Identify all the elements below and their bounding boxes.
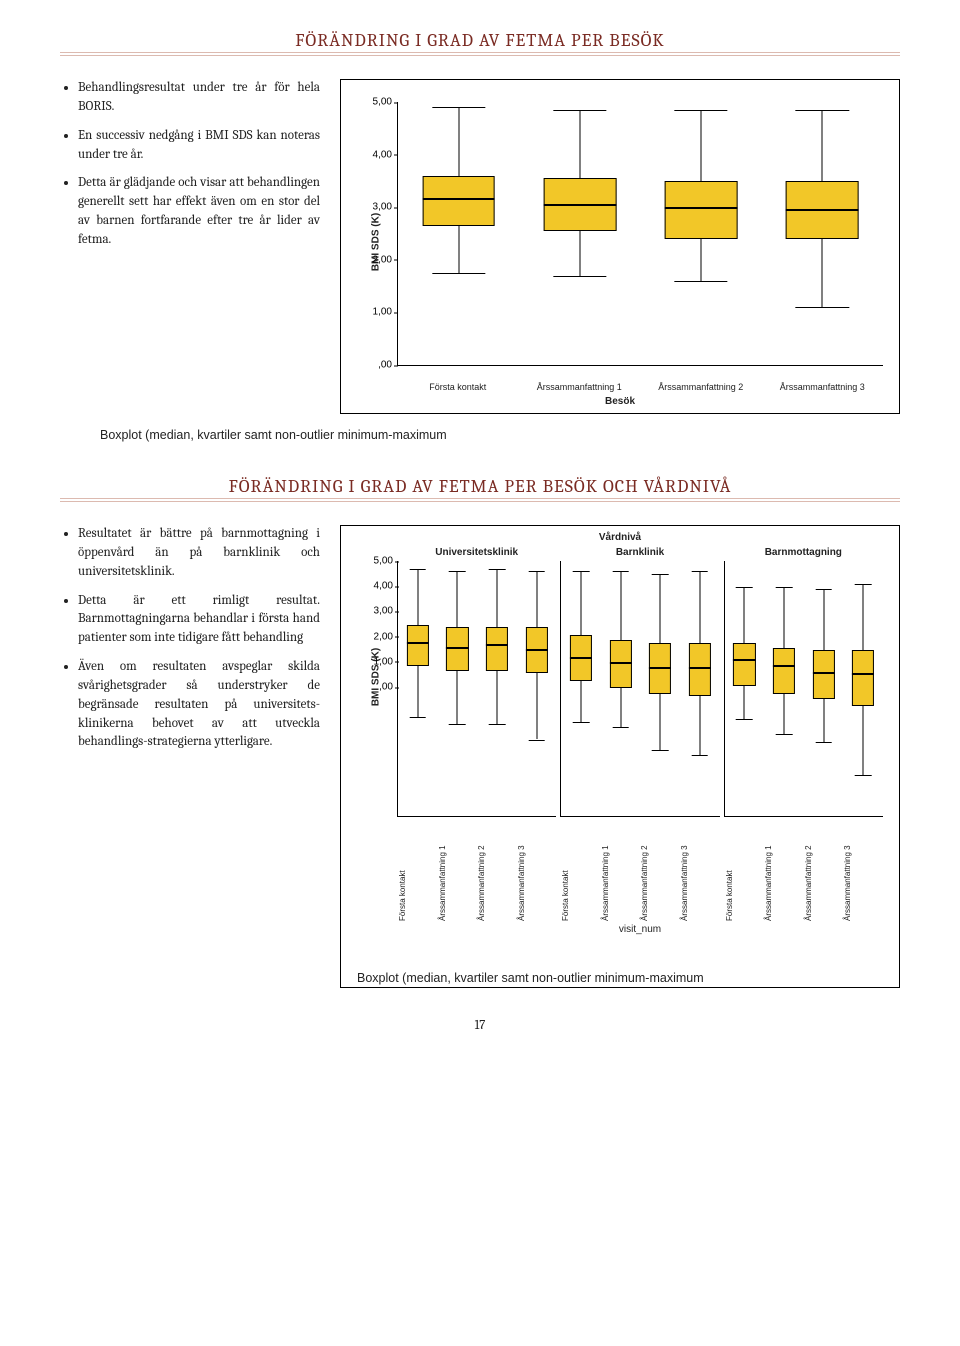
chart2-ytick: ,00 xyxy=(361,682,393,693)
chart2-box xyxy=(601,561,641,816)
chart1-xtick: Årssammanfattning 3 xyxy=(762,382,884,392)
chart1-ytick: 4,00 xyxy=(360,149,392,160)
chart1-xtick: Årssammanfattning 2 xyxy=(640,382,762,392)
chart2-ytick: 4,00 xyxy=(361,581,393,592)
chart2-panel: BarnmottagningFörsta kontaktÅrssammanfat… xyxy=(724,547,883,817)
chart1-box xyxy=(641,102,762,365)
chart1-ytick: ,00 xyxy=(360,360,392,371)
chart1-ytick: 5,00 xyxy=(360,97,392,108)
bullet-item: Behandlingsresultat under tre år för hel… xyxy=(78,79,320,117)
chart2-panel-title: Barnklinik xyxy=(560,547,719,561)
chart2-panel-title: Barnmottagning xyxy=(724,547,883,561)
chart2-xtick: Första kontakt xyxy=(398,821,438,921)
chart2-box xyxy=(640,561,680,816)
chart2-xtick: Årssammanfattning 2 xyxy=(804,821,844,921)
bullet-item: Detta är glädjande och visar att behandl… xyxy=(78,174,320,249)
chart2-ytick: 5,00 xyxy=(361,556,393,567)
chart2-xlabel: visit_num xyxy=(397,924,883,935)
bullet-item: Detta är ett rimligt resultat. Barnmotta… xyxy=(78,592,320,649)
chart1-box xyxy=(398,102,519,365)
bullets-1: Behandlingsresultat under tre år för hel… xyxy=(60,79,320,260)
chart1-box xyxy=(519,102,640,365)
chart2-box xyxy=(725,561,765,816)
chart1-xtick: Första kontakt xyxy=(397,382,519,392)
chart1-xtick: Årssammanfattning 1 xyxy=(519,382,641,392)
chart1-xlabel: Besök xyxy=(347,396,893,407)
chart2-ytick: 2,00 xyxy=(361,631,393,642)
chart2-panel-title: Universitetsklinik xyxy=(397,547,556,561)
chart-2: Vårdnivå BMI SDS (K) ,001,002,003,004,00… xyxy=(340,525,900,988)
section-title-2: FÖRÄNDRING I GRAD AV FETMA PER BESÖK OCH… xyxy=(60,476,900,501)
chart2-xtick: Första kontakt xyxy=(725,821,765,921)
chart2-box xyxy=(517,561,557,816)
chart2-box xyxy=(680,561,720,816)
chart2-panel: UniversitetsklinikFörsta kontaktÅrssamma… xyxy=(397,547,556,817)
section-title-1: FÖRÄNDRING I GRAD AV FETMA PER BESÖK xyxy=(60,30,900,55)
chart-1: BMI SDS (K) ,001,002,003,004,005,00 Förs… xyxy=(340,79,900,414)
bullet-item: Även om resultaten avspeglar skilda svår… xyxy=(78,658,320,752)
chart2-box xyxy=(398,561,438,816)
chart2-xtick: Årssammanfattning 1 xyxy=(764,821,804,921)
chart2-box xyxy=(561,561,601,816)
chart1-box xyxy=(762,102,883,365)
page-number: 17 xyxy=(60,1018,900,1033)
bullets-2: Resultatet är bättre på barnmottagning i… xyxy=(60,525,320,762)
chart2-xtick: Årssammanfattning 1 xyxy=(601,821,641,921)
chart2-xtick: Årssammanfattning 3 xyxy=(517,821,557,921)
chart2-xtick: Årssammanfattning 3 xyxy=(680,821,720,921)
chart2-box xyxy=(477,561,517,816)
chart1-ytick: 3,00 xyxy=(360,202,392,213)
chart2-super-title: Vårdnivå xyxy=(347,532,893,543)
chart2-ytick: 3,00 xyxy=(361,606,393,617)
chart2-box xyxy=(804,561,844,816)
bullet-item: Resultatet är bättre på barnmottagning i… xyxy=(78,525,320,582)
chart2-xtick: Årssammanfattning 3 xyxy=(843,821,883,921)
chart2-box xyxy=(764,561,804,816)
chart2-xtick: Årssammanfattning 1 xyxy=(438,821,478,921)
chart1-ytick: 2,00 xyxy=(360,254,392,265)
chart2-ytick: 1,00 xyxy=(361,656,393,667)
chart2-panel: BarnklinikFörsta kontaktÅrssammanfattnin… xyxy=(560,547,719,817)
chart2-xtick: Årssammanfattning 2 xyxy=(477,821,517,921)
chart2-box xyxy=(438,561,478,816)
caption-2: Boxplot (median, kvartiler samt non-outl… xyxy=(347,971,893,985)
chart1-ytick: 1,00 xyxy=(360,307,392,318)
chart2-xtick: Första kontakt xyxy=(561,821,601,921)
bullet-item: En successiv nedgång i BMI SDS kan noter… xyxy=(78,127,320,165)
chart2-xtick: Årssammanfattning 2 xyxy=(640,821,680,921)
caption-1: Boxplot (median, kvartiler samt non-outl… xyxy=(60,428,900,442)
chart2-box xyxy=(843,561,883,816)
